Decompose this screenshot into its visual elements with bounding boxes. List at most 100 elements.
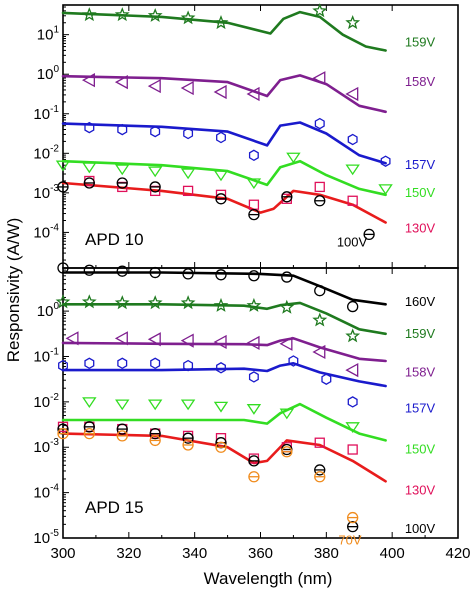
y-tick-label: 10-4 [33, 222, 59, 241]
data-point [180, 333, 194, 348]
data-point [288, 355, 299, 367]
data-point [347, 396, 358, 408]
data-point [286, 152, 301, 164]
data-point [246, 86, 260, 102]
y-tick-label: 10-2 [33, 392, 59, 411]
series-150V: 150V [55, 152, 436, 200]
y-tick-label: 10-2 [33, 143, 59, 162]
y-tick-label: 101 [37, 25, 60, 44]
fit-line [61, 432, 387, 483]
series-label: 158V [405, 364, 436, 379]
data-point [215, 269, 227, 281]
data-point [213, 14, 229, 30]
data-point [116, 265, 128, 277]
fit-line [61, 402, 387, 442]
data-point [147, 78, 161, 94]
series-label: 130V [405, 220, 436, 235]
data-point [147, 332, 161, 347]
data-point [81, 73, 95, 88]
y-tick-label: 10-1 [33, 104, 59, 123]
data-point [345, 164, 360, 176]
data-point [150, 125, 161, 138]
data-point [312, 344, 326, 360]
series-label: 159V [405, 35, 436, 50]
data-point [246, 404, 262, 415]
data-point [314, 117, 325, 130]
fit-line [61, 159, 387, 197]
data-point [312, 312, 328, 327]
data-point [213, 401, 229, 413]
series-label: 100V [337, 234, 368, 249]
data-point [246, 297, 262, 312]
series-158V: 158V [61, 71, 436, 114]
data-point [180, 295, 196, 310]
data-point [213, 297, 229, 312]
data-point [279, 336, 293, 351]
data-point [114, 75, 128, 90]
panel-frame [62, 4, 459, 269]
series-150V: 150V [61, 397, 436, 457]
x-tick-label: 380 [314, 545, 339, 562]
data-point [81, 7, 97, 22]
y-tick-label: 10-3 [33, 183, 59, 202]
data-point [147, 7, 163, 22]
fit-line [61, 336, 387, 363]
series-label: 160V [405, 294, 436, 309]
y-tick-label: 10-1 [33, 346, 59, 365]
series-157V: 157V [61, 117, 436, 172]
data-point [114, 331, 128, 346]
data-point [279, 408, 295, 420]
panel-title: APD 10 [85, 230, 144, 249]
data-point [150, 357, 161, 370]
y-tick-label: 10-3 [33, 437, 59, 456]
panel-1: 101 100 10-1 10-2 10-3 10-4 APD 10 159V 158V 157V… [33, 3, 459, 269]
series-158V: 158V [61, 331, 436, 379]
data-point [345, 86, 359, 102]
data-point [117, 123, 128, 136]
panel-2: 100 10-1 10-2 10-3 10-4 10-5 APD 15 160V 159V 158… [33, 262, 459, 547]
data-point [345, 363, 359, 378]
series-130V: 130V [57, 421, 436, 497]
series-label: 158V [405, 74, 436, 89]
data-point [147, 295, 163, 310]
data-point [248, 149, 259, 162]
y-tick-label: 100 [37, 64, 60, 83]
x-tick-label: 300 [50, 545, 75, 562]
x-tick-label: 320 [116, 545, 141, 562]
data-point [380, 155, 391, 167]
data-point [82, 397, 97, 409]
panel-title: APD 15 [85, 498, 144, 517]
data-point [180, 80, 194, 96]
data-point [183, 359, 194, 372]
data-point [182, 185, 194, 197]
series-label: 150V [405, 185, 436, 200]
series-159V: 159V [61, 3, 436, 52]
data-point [216, 131, 226, 144]
data-point [149, 266, 161, 279]
y-tick-label: 100 [37, 301, 60, 320]
data-point [115, 399, 130, 411]
fit-line [61, 74, 387, 114]
series-label: 157V [405, 157, 436, 172]
data-point [180, 168, 196, 180]
x-axis-title: Wavelength (nm) [204, 569, 333, 588]
fit-line [61, 271, 387, 306]
series-157V: 157V [58, 355, 436, 416]
data-point [180, 10, 196, 25]
data-point [84, 357, 95, 370]
x-tick-labels: 300 320 340 360 380 400 420 [50, 545, 470, 562]
data-point [248, 371, 259, 383]
panels-layer: 101 100 10-1 10-2 10-3 10-4 APD 10 159V 158V 157V… [33, 3, 459, 547]
data-point [345, 422, 360, 433]
series-label: 150V [405, 442, 436, 457]
data-point [347, 444, 358, 455]
data-point [345, 15, 361, 30]
data-point [147, 166, 163, 178]
series-label: 70V [338, 532, 361, 547]
data-point [314, 181, 325, 193]
data-point [114, 7, 130, 22]
data-point [82, 162, 97, 174]
data-point [84, 121, 95, 134]
y-tick-label: 10-4 [33, 483, 59, 502]
